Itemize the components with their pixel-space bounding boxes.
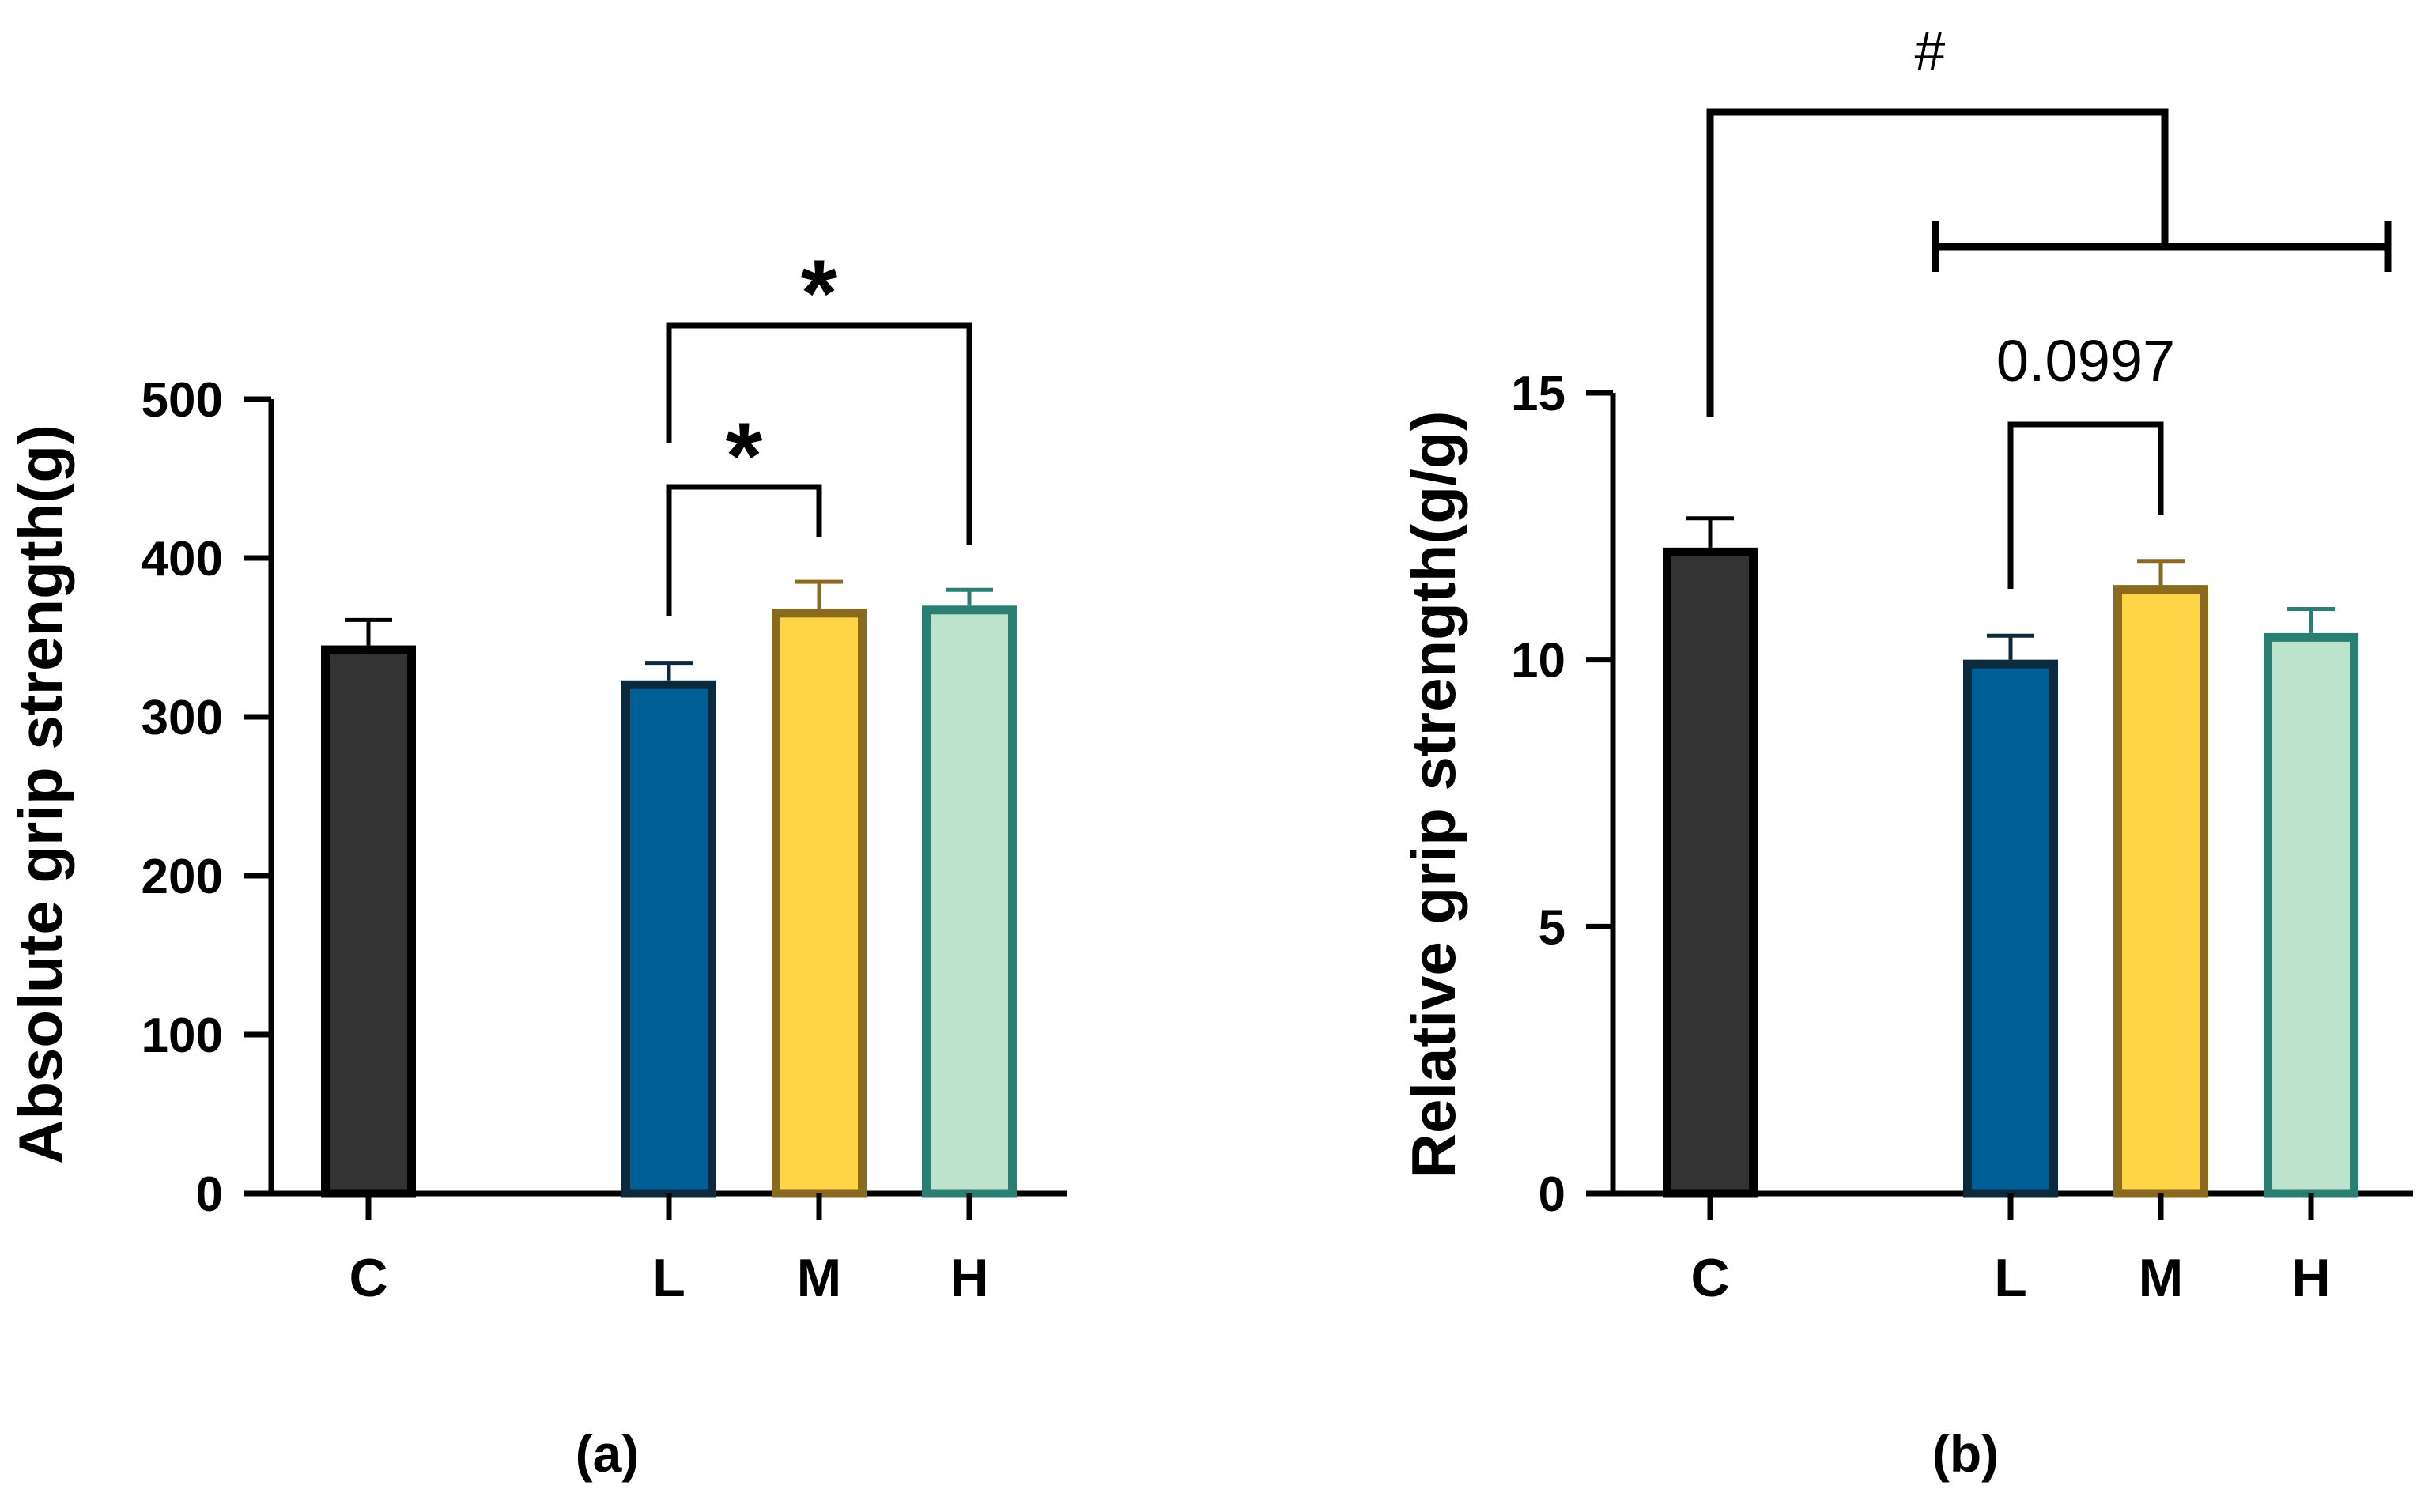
category-label-L: L [1994,1248,2027,1308]
y-tick-label: 200 [142,850,223,904]
category-label-H: H [2291,1248,2330,1308]
category-label-L: L [652,1248,685,1308]
bar-L [621,680,716,1198]
bar-L [1963,659,2058,1198]
panel-a-absolute-grip-strength: 0 100 200 300 400 500 C L M H Absolute grip streng… [6,240,1067,1483]
y-tick-label: 15 [1511,367,1565,421]
comparison-bracket-L-M [666,484,822,616]
category-label-M: M [2139,1248,2184,1308]
category-label-H: H [950,1248,988,1308]
y-tick-label: 5 [1539,900,1565,955]
panel-label: (a) [576,1424,640,1483]
bar-H [2264,632,2358,1198]
y-tick-label: 0 [196,1167,223,1222]
bar-M [772,609,867,1198]
significance-star-L-H: * [801,240,838,346]
y-tick-label: 300 [142,691,223,745]
y-tick-label: 10 [1511,634,1565,688]
y-axis-title: Absolute grip strength(g) [6,424,75,1164]
y-axis-title: Relative grip strength(g/g) [1399,411,1468,1178]
p-value-L-M: 0.0997 [1996,328,2175,394]
significance-hash-C-group: # [1915,20,1946,81]
comparison-bracket-C-group [1706,108,2169,417]
significance-star-L-M: * [726,403,763,509]
category-label-M: M [797,1248,842,1308]
bar-H [922,605,1017,1198]
bar-M [2113,585,2208,1198]
category-label-C: C [349,1248,387,1308]
comparison-bracket-L-H [666,322,972,545]
bar-C [1663,547,1758,1198]
panel-label: (b) [1932,1424,1999,1483]
panel-b-relative-grip-strength: 0 5 10 15 C L M H Relative grip strength(g/g) (b)… [1399,20,2413,1483]
bar-C [321,645,416,1198]
category-label-C: C [1690,1248,1729,1308]
y-tick-label: 400 [142,532,223,586]
comparison-bracket-L-M [2007,421,2164,589]
y-tick-label: 100 [142,1009,223,1063]
y-tick-label: 0 [1539,1167,1565,1222]
y-tick-label: 500 [142,373,223,428]
